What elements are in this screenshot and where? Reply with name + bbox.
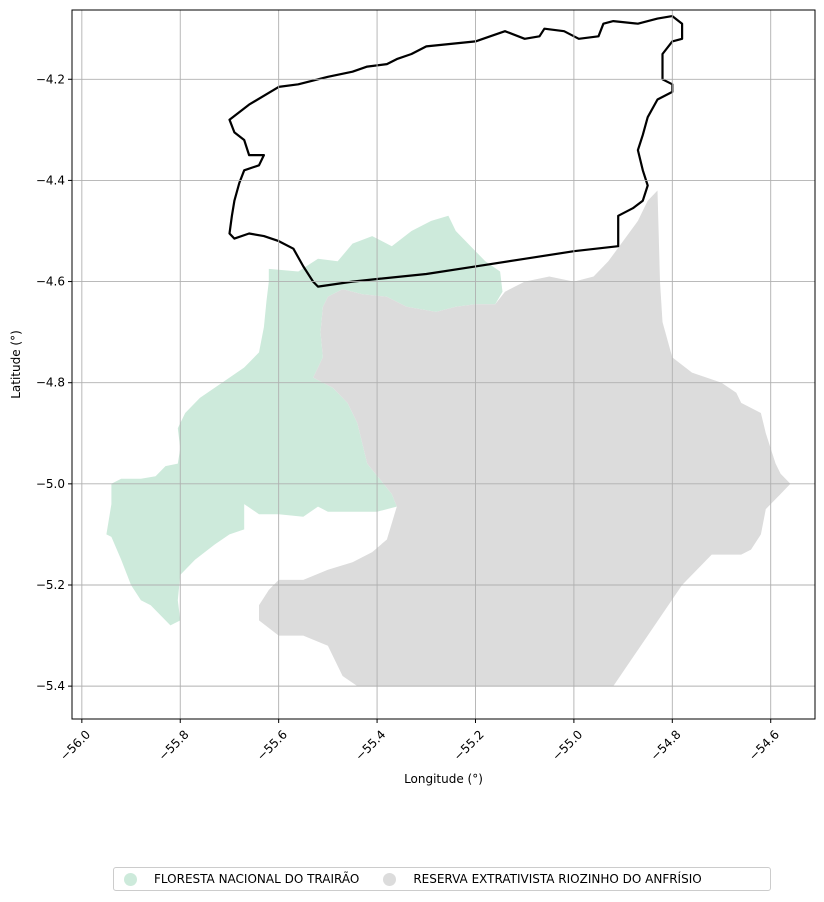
legend-item-reserva: RESERVA EXTRATIVISTA RIOZINHO DO ANFRÍSI… <box>383 872 702 886</box>
legend-label-reserva: RESERVA EXTRATIVISTA RIOZINHO DO ANFRÍSI… <box>413 872 702 886</box>
y-axis: −4.2 −4.4 −4.6 −4.8 −5.0 −5.2 −5.4 <box>36 72 72 693</box>
legend-swatch-floresta <box>124 872 137 886</box>
y-tick-label: −4.2 <box>36 72 65 86</box>
plot-area <box>71 9 816 720</box>
legend: FLORESTA NACIONAL DO TRAIRÃO RESERVA EXT… <box>113 867 771 891</box>
x-axis-label: Longitude (°) <box>404 772 483 786</box>
legend-item-floresta: FLORESTA NACIONAL DO TRAIRÃO <box>124 872 359 886</box>
reserva-riozinho-anfrisio-region <box>259 190 791 687</box>
y-tick-label: −5.2 <box>36 578 65 592</box>
x-tick-label: −55.4 <box>353 727 389 763</box>
x-tick-label: −54.6 <box>746 727 782 763</box>
y-axis-label: Latitude (°) <box>9 330 23 399</box>
x-tick-label: −54.8 <box>648 727 684 763</box>
plot-frame <box>71 9 816 720</box>
y-tick-label: −4.6 <box>36 275 65 289</box>
y-tick-label: −4.8 <box>36 376 65 390</box>
y-tick-label: −4.4 <box>36 173 65 187</box>
x-axis: −56.0 −55.8 −55.6 −55.4 −55.2 −55.0 −54.8 −54.6 <box>57 719 782 763</box>
x-tick-label: −55.6 <box>254 727 290 763</box>
x-tick-label: −55.2 <box>451 727 487 763</box>
x-tick-label: −55.0 <box>549 727 585 763</box>
y-tick-label: −5.4 <box>36 679 65 693</box>
grid-lines <box>72 10 815 719</box>
boundary-outline <box>228 15 684 288</box>
map-layers <box>106 15 791 687</box>
y-tick-label: −5.0 <box>36 477 65 491</box>
x-tick-label: −56.0 <box>57 727 93 763</box>
floresta-nacional-trairao-region <box>106 215 503 626</box>
x-tick-label: −55.8 <box>156 727 192 763</box>
legend-label-floresta: FLORESTA NACIONAL DO TRAIRÃO <box>154 872 360 886</box>
legend-swatch-reserva <box>383 872 397 886</box>
